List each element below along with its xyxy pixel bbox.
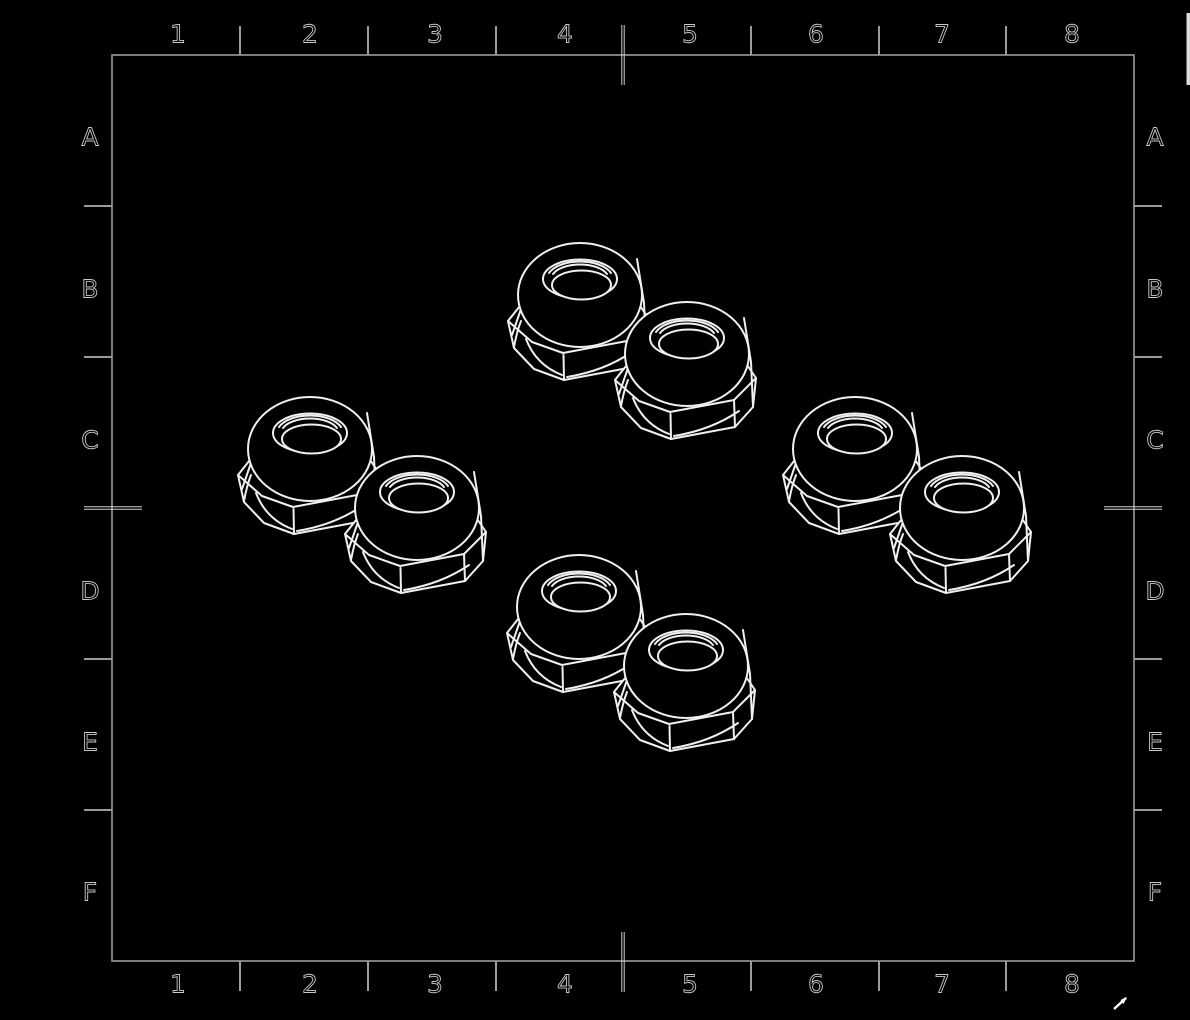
sheet-frame xyxy=(84,25,1162,992)
nut-pair-2[interactable] xyxy=(237,396,487,594)
row-label-left: D xyxy=(80,577,99,606)
column-label-bottom: 1 xyxy=(170,970,186,999)
row-label-right: A xyxy=(1146,123,1163,152)
row-label-left: A xyxy=(81,123,98,152)
row-label-left: B xyxy=(81,275,98,304)
nut-pair-1[interactable] xyxy=(507,242,757,440)
column-label-top: 7 xyxy=(934,20,950,49)
scrollbar-thumb[interactable] xyxy=(1186,13,1190,85)
column-label-bottom: 3 xyxy=(427,970,443,999)
column-label-top: 1 xyxy=(170,20,186,49)
column-label-top: 5 xyxy=(682,20,698,49)
column-label-top: 8 xyxy=(1064,20,1080,49)
row-label-right: F xyxy=(1148,878,1162,907)
row-label-right: C xyxy=(1146,426,1163,455)
row-label-right: D xyxy=(1145,577,1164,606)
row-label-left: C xyxy=(81,426,98,455)
row-label-left: F xyxy=(83,878,97,907)
column-label-top: 4 xyxy=(557,20,573,49)
grid-labels: 1 1 2 2 3 3 4 4 5 5 6 6 7 7 8 8 A A B B C C D D E E F F xyxy=(80,19,1165,999)
row-label-right: B xyxy=(1146,275,1163,304)
column-label-top: 2 xyxy=(302,20,318,49)
column-label-bottom: 6 xyxy=(808,970,824,999)
nut-pair-4[interactable] xyxy=(506,554,756,752)
column-label-bottom: 2 xyxy=(302,970,318,999)
row-label-right: E xyxy=(1147,728,1163,757)
cursor-mark-icon xyxy=(1113,997,1127,1010)
column-label-bottom: 7 xyxy=(934,970,950,999)
column-label-top: 6 xyxy=(808,20,824,49)
frame-ticks xyxy=(84,25,1162,992)
column-label-top: 3 xyxy=(427,20,443,49)
column-label-bottom: 5 xyxy=(682,970,698,999)
drawing-entities xyxy=(237,242,1032,752)
nut-pair-3[interactable] xyxy=(782,396,1032,594)
row-label-left: E xyxy=(82,728,98,757)
column-label-bottom: 4 xyxy=(557,970,573,999)
frame-border xyxy=(111,54,1135,962)
column-label-bottom: 8 xyxy=(1064,970,1080,999)
